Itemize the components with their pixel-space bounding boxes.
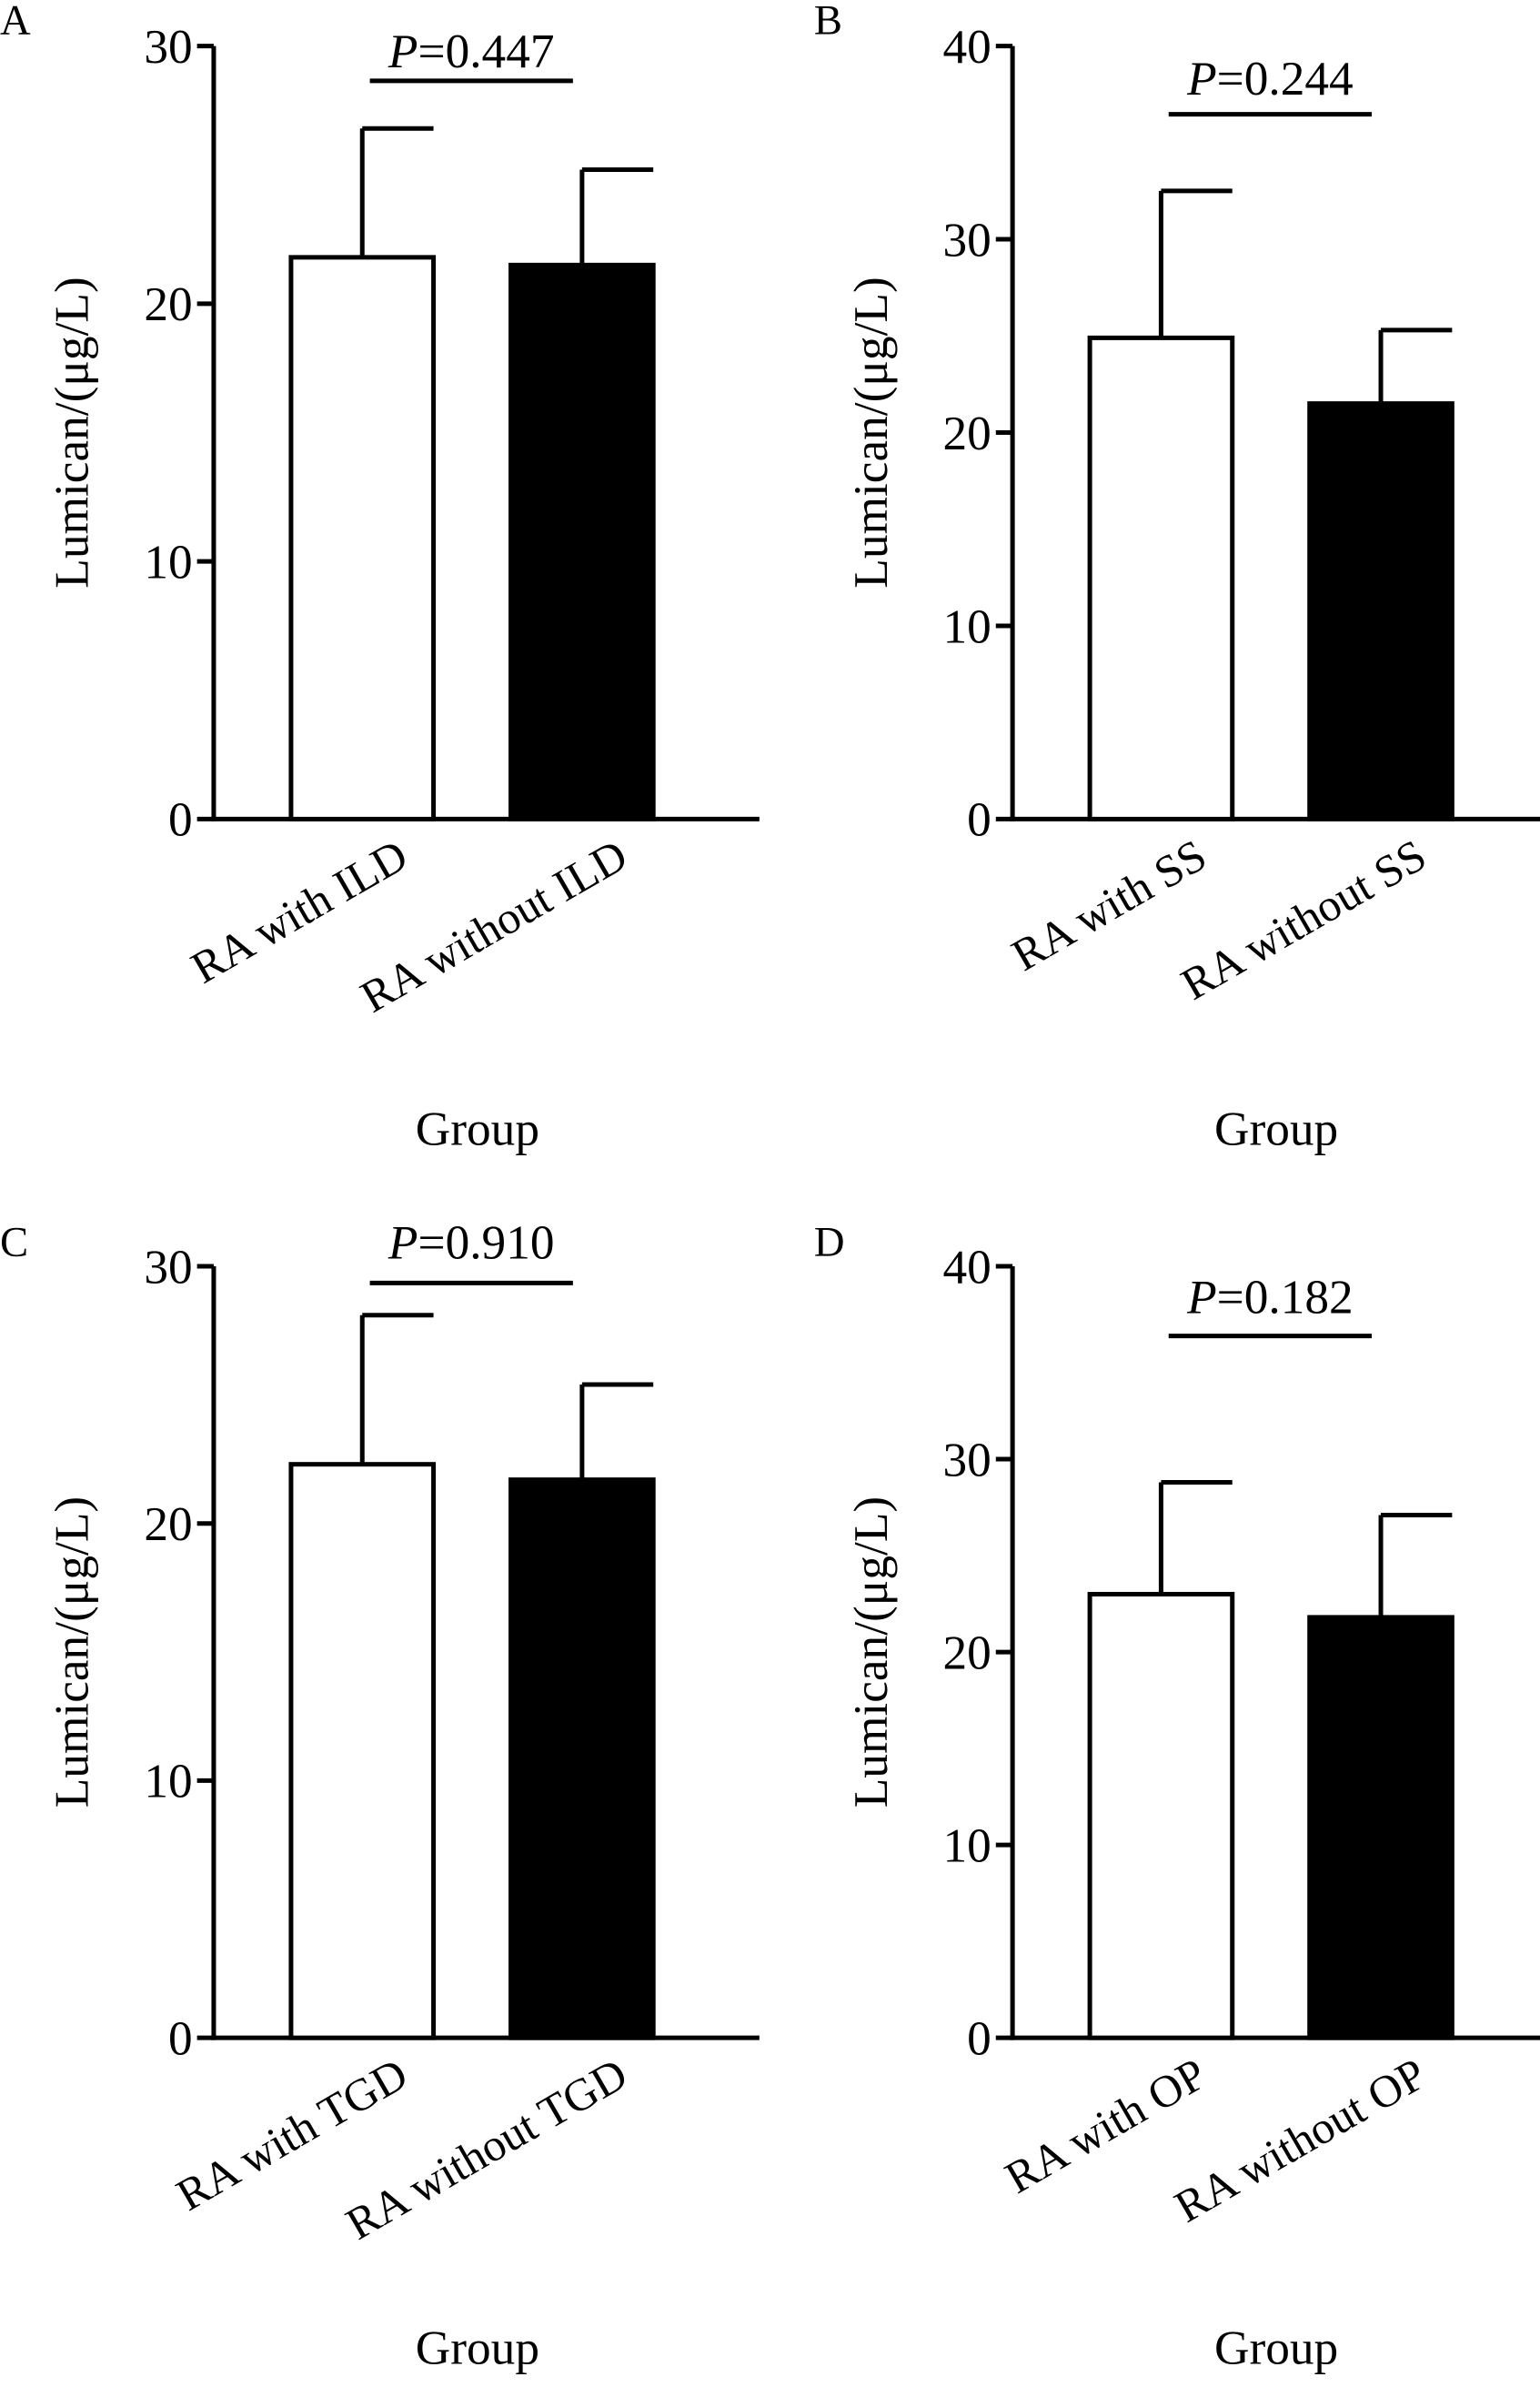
y-tick-label: 0 [967,792,991,847]
y-axis-label: Lumican/(μg/L) [45,277,99,588]
p-symbol: P [1186,1270,1217,1324]
x-tick-label: RA without OP [1166,2048,1434,2232]
x-axis-label: Group [1214,2320,1338,2374]
bar-with [288,255,437,821]
p-value-label: P=0.447 [388,24,555,78]
y-tick-label: 30 [942,212,991,267]
y-axis-label: Lumican/(μg/L) [843,1496,898,1808]
y-tick-label: 10 [942,1818,991,1872]
bar-without [508,1477,656,2040]
y-tick-label: 0 [967,2010,991,2065]
x-axis-label: Group [416,1102,539,1156]
y-tick-label: 0 [168,2010,193,2065]
y-axis-label: Lumican/(μg/L) [45,1496,99,1808]
y-tick-label: 10 [942,599,991,653]
bar-with [288,1462,437,2040]
p-symbol: P [388,24,418,78]
p-value: =0.910 [418,1215,555,1270]
panel-letter: A [0,0,31,44]
y-tick-label: 20 [144,277,192,331]
x-axis-label: Group [416,2320,539,2374]
p-value: =0.244 [1217,51,1354,106]
y-tick-label: 20 [144,1496,192,1551]
y-tick-label: 20 [942,406,991,460]
bar-without [1307,401,1454,821]
p-value: =0.447 [418,24,555,78]
p-value-label: P=0.182 [1186,1270,1354,1324]
p-value-label: P=0.910 [388,1215,555,1270]
y-tick-label: 10 [144,1754,192,1808]
y-tick-label: 30 [942,1432,991,1486]
panel-letter: B [814,0,842,44]
bar-without [508,262,656,821]
y-tick-label: 40 [942,19,991,74]
x-tick-label: RA without SS [1173,829,1434,1010]
panel-letter: C [0,1218,28,1265]
p-value-label: P=0.244 [1186,51,1354,106]
y-tick-label: 20 [942,1625,991,1679]
y-tick-label: 30 [144,1239,192,1294]
p-symbol: P [1186,51,1217,106]
x-tick-label: RA with SS [1003,829,1215,981]
bar-with [1087,335,1235,821]
y-tick-label: 10 [144,534,192,589]
x-axis-label: Group [1214,1102,1338,1156]
y-tick-label: 40 [942,1239,991,1294]
panel-letter: D [814,1218,845,1265]
p-value: =0.182 [1217,1270,1354,1324]
y-tick-label: 30 [144,19,192,74]
p-symbol: P [388,1215,418,1270]
y-tick-label: 0 [168,792,193,847]
y-axis-label: Lumican/(μg/L) [843,277,898,588]
bar-without [1307,1615,1454,2040]
bar-with [1087,1591,1235,2040]
